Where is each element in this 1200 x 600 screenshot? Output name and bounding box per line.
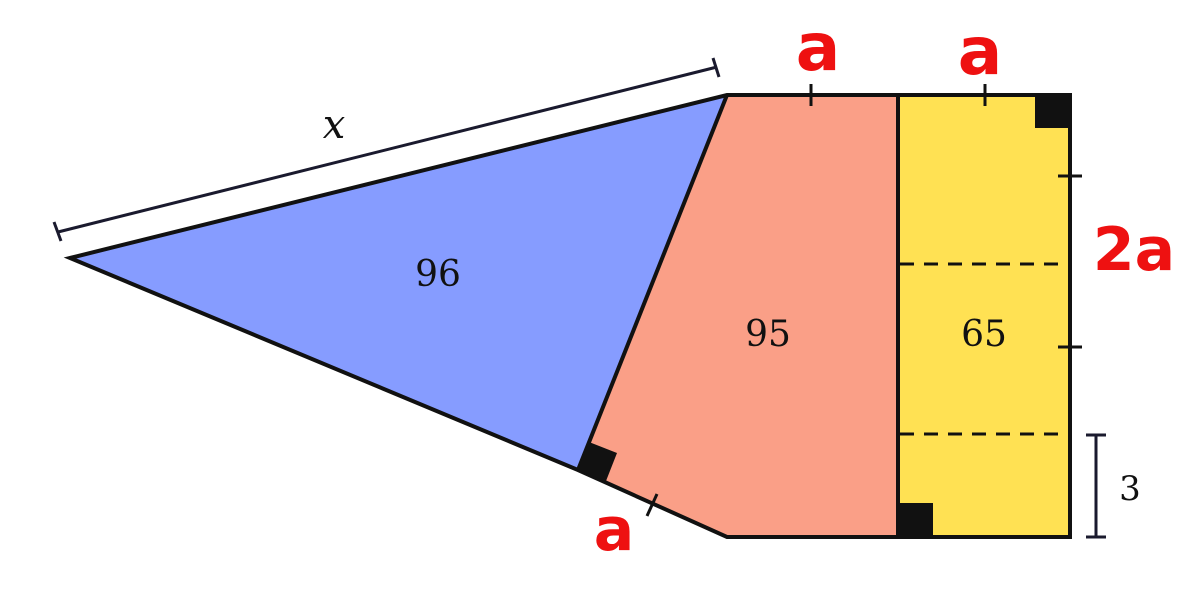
tick-mark-icon (645, 493, 659, 517)
top-right-segment-label: a (958, 13, 1003, 90)
hypotenuse-label: x (323, 102, 346, 148)
right-side-label: 2a (1093, 215, 1175, 285)
right-angle-marker-icon (1035, 96, 1069, 128)
strip-height-label: 3 (1119, 469, 1141, 509)
bottom-slant-segment-label: a (594, 495, 635, 565)
blue-triangle-region (70, 95, 727, 470)
right-angle-marker-icon (578, 442, 617, 481)
hypotenuse-dimension-bar (52, 57, 721, 242)
tick-marks (645, 84, 1082, 517)
trapezoid-area-label: 95 (745, 314, 791, 355)
right-angle-marker-icon (899, 503, 933, 536)
salmon-trapezoid-region (578, 95, 898, 537)
yellow-rectangle-region (898, 95, 1070, 537)
strip-height-dimension-bar (1086, 433, 1106, 539)
top-left-segment-label: a (796, 9, 841, 86)
right-angle-markers (578, 96, 1069, 536)
rectangle-area-label: 65 (961, 314, 1007, 355)
dashed-dividers (900, 262, 1068, 436)
triangle-area-label: 96 (415, 254, 461, 295)
